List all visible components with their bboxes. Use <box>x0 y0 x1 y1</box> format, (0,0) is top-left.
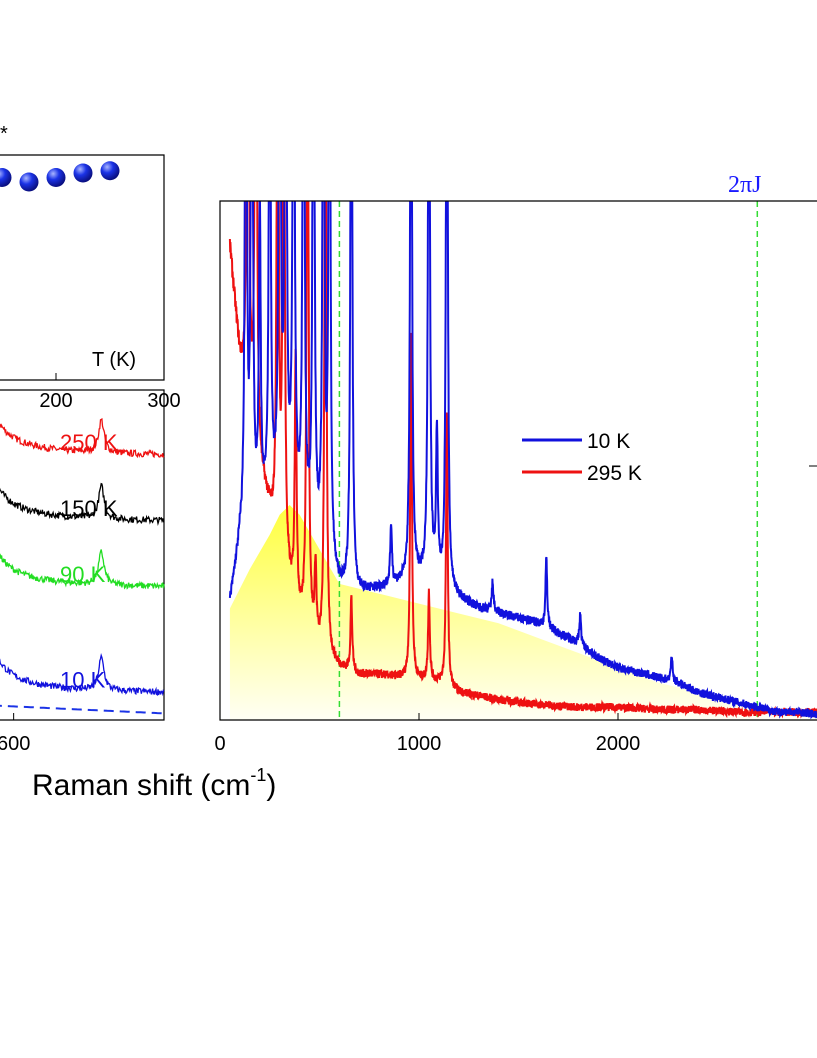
left-temperature-labels: 250 K 150 K 90 K 10 K <box>60 430 118 693</box>
main-curve-10K <box>228 201 817 720</box>
left-label-150K: 150 K <box>60 496 118 521</box>
continuum-fill <box>229 505 817 720</box>
x-axis-title: Raman shift (cm-1) <box>32 765 276 802</box>
inset-point <box>19 172 39 192</box>
left-label-10K: 10 K <box>60 668 106 693</box>
left-dashed-background <box>0 704 165 715</box>
x-axis-title-main: Raman shift (cm <box>32 769 250 802</box>
left-curve-10K <box>0 652 165 697</box>
inset-panel: * T (K) 200 300 <box>0 123 181 412</box>
main-tick-label-0: 0 <box>214 733 225 755</box>
inset-x-ticks: 200 300 <box>39 373 181 412</box>
main-tick-label-2000: 2000 <box>596 733 641 755</box>
left-x-ticks: 600 <box>0 713 30 755</box>
main-panel: 0 1000 2000 2πJ 10 K 295 K <box>214 172 817 755</box>
left-panel-frame <box>0 389 165 721</box>
main-frame <box>219 200 817 721</box>
main-curve-295K <box>228 201 817 719</box>
legend: 10 K 295 K <box>522 430 642 485</box>
left-curve-90K <box>0 549 165 590</box>
left-panel: 600 250 K 150 K 90 K 10 K <box>0 389 165 755</box>
left-curves <box>0 418 165 715</box>
main-curves <box>228 201 817 720</box>
inset-frame <box>0 154 165 381</box>
inset-point <box>73 163 93 183</box>
inset-point <box>46 168 66 187</box>
legend-label-10K: 10 K <box>587 430 630 453</box>
inset-tick-label-200: 200 <box>39 390 72 412</box>
x-axis-title-sup: -1 <box>250 765 266 785</box>
x-axis-title-close: ) <box>266 769 276 802</box>
inset-point <box>100 161 120 181</box>
legend-label-295K: 295 K <box>587 462 642 485</box>
inset-title-asterisk: * <box>0 123 8 145</box>
left-curve-250K <box>0 418 165 459</box>
left-label-90K: 90 K <box>60 562 106 587</box>
left-label-250K: 250 K <box>60 430 118 455</box>
main-tick-label-1000: 1000 <box>397 733 442 755</box>
inset-points <box>0 161 120 192</box>
main-x-ticks: 0 1000 2000 <box>214 713 640 755</box>
energy-markers <box>338 201 759 720</box>
left-curve-150K <box>0 482 165 526</box>
two-pi-j-annotation: 2πJ <box>728 172 761 198</box>
inset-point <box>0 168 12 187</box>
left-tick-label-600: 600 <box>0 733 30 755</box>
inset-xlabel: T (K) <box>92 349 136 371</box>
